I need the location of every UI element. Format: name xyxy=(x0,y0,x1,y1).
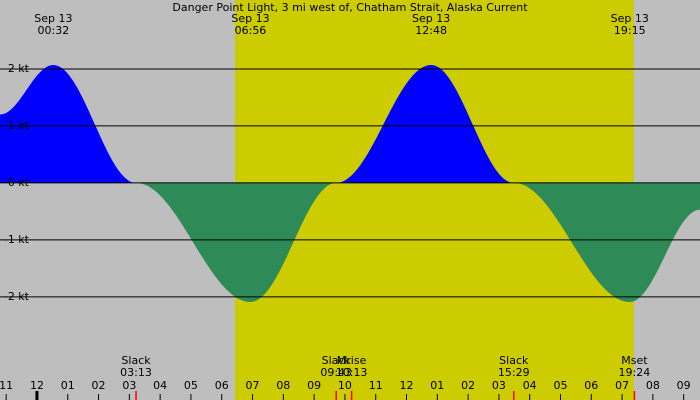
x-tick-label: 07 xyxy=(246,379,260,392)
x-tick-label: 07 xyxy=(615,379,629,392)
ebb-area xyxy=(0,182,700,302)
y-tick-label: 2 kt xyxy=(8,62,30,75)
peak-time: 06:56 xyxy=(235,24,267,37)
event-time: 09:43 xyxy=(320,366,352,379)
event-label: Mset xyxy=(621,354,648,367)
peak-time: 00:32 xyxy=(38,24,70,37)
event-label: Slack xyxy=(499,354,529,367)
x-tick-label: 02 xyxy=(461,379,475,392)
peak-time: 19:15 xyxy=(614,24,646,37)
peak-time: 12:48 xyxy=(415,24,447,37)
x-tick-label: 01 xyxy=(61,379,75,392)
x-tick-label: 09 xyxy=(307,379,321,392)
x-tick-label: 12 xyxy=(30,379,44,392)
event-time: 10:13 xyxy=(336,366,368,379)
x-tick-label: 06 xyxy=(215,379,229,392)
chart-title: Danger Point Light, 3 mi west of, Chatha… xyxy=(172,1,528,14)
x-tick-label: 11 xyxy=(369,379,383,392)
event-time: 19:24 xyxy=(619,366,651,379)
x-tick-label: 02 xyxy=(92,379,106,392)
x-tick-label: 05 xyxy=(553,379,567,392)
area-layer xyxy=(0,64,700,302)
y-tick-label: 1 kt xyxy=(8,119,30,132)
x-tick-label: 09 xyxy=(677,379,691,392)
event-label: Slack xyxy=(322,354,352,367)
x-tick-label: 11 xyxy=(0,379,13,392)
x-tick-label: 04 xyxy=(153,379,167,392)
flood-area xyxy=(0,64,514,183)
peak-date: Sep 13 xyxy=(34,12,72,25)
event-label: Mrise xyxy=(337,354,367,367)
peak-date: Sep 13 xyxy=(412,12,450,25)
y-tick-label: -2 kt xyxy=(4,290,30,303)
x-tick-label: 03 xyxy=(122,379,136,392)
event-time: 03:13 xyxy=(120,366,152,379)
event-label: Slack xyxy=(121,354,151,367)
x-tick-label: 05 xyxy=(184,379,198,392)
y-tick-label: 0 kt xyxy=(8,176,30,189)
x-tick-label: 12 xyxy=(400,379,414,392)
peak-date: Sep 13 xyxy=(611,12,649,25)
x-tick-label: 06 xyxy=(584,379,598,392)
x-tick-label: 01 xyxy=(430,379,444,392)
y-tick-label: -1 kt xyxy=(4,233,30,246)
x-tick-label: 08 xyxy=(646,379,660,392)
x-tick-label: 08 xyxy=(276,379,290,392)
x-tick-label: 03 xyxy=(492,379,506,392)
event-time: 15:29 xyxy=(498,366,530,379)
x-tick-label: 10 xyxy=(338,379,352,392)
peak-date: Sep 13 xyxy=(231,12,269,25)
x-tick-label: 04 xyxy=(523,379,537,392)
